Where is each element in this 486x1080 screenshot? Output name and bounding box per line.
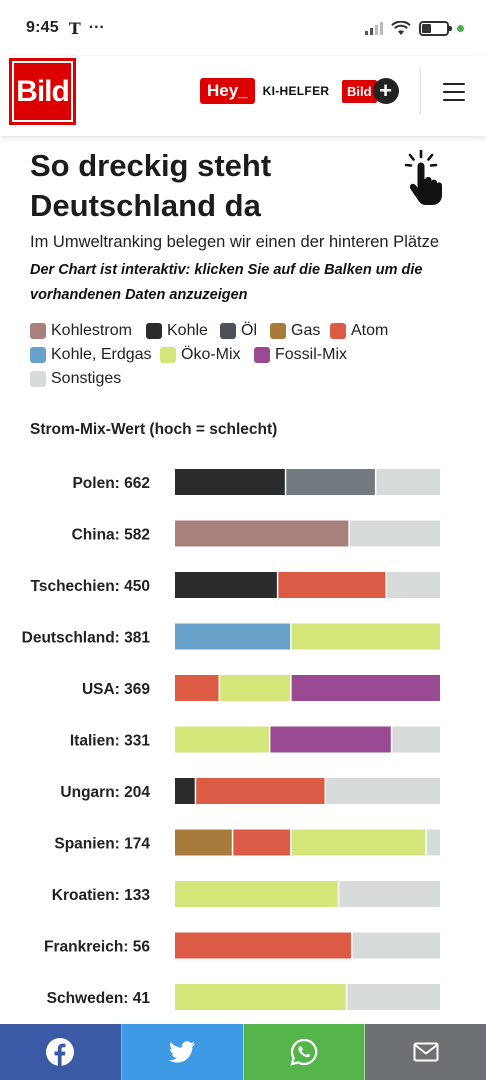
bar-segment[interactable]: [352, 932, 440, 959]
bar-label: USA: 369: [82, 681, 150, 698]
bar-label: Frankreich: 56: [44, 939, 150, 956]
bar-segment[interactable]: [196, 778, 325, 804]
status-right: [365, 20, 464, 36]
bar-segment[interactable]: [349, 520, 440, 547]
bar-segment[interactable]: [291, 675, 440, 701]
bar-segment[interactable]: [175, 778, 195, 804]
bar-segment[interactable]: [175, 984, 346, 1010]
bildplus-logo: Bild: [342, 79, 377, 103]
bar-segment[interactable]: [278, 572, 386, 598]
bar-segment[interactable]: [339, 881, 440, 907]
hamburger-menu-icon[interactable]: [443, 83, 465, 101]
legend-item-fossil-mix[interactable]: Fossil-Mix: [254, 346, 347, 364]
bar-label: Kroatien: 133: [52, 887, 151, 904]
header-divider: [420, 68, 421, 114]
mail-icon: [413, 1042, 439, 1062]
bar-segment[interactable]: [291, 623, 440, 650]
bar-segment[interactable]: [270, 726, 391, 753]
share-facebook-button[interactable]: [0, 1024, 122, 1080]
bildplus-button[interactable]: Bild +: [342, 78, 399, 104]
carrier-icon: T: [68, 18, 81, 38]
legend-swatch: [220, 323, 236, 339]
legend-swatch: [330, 323, 346, 339]
bar-segment[interactable]: [175, 572, 277, 598]
bar-segment[interactable]: [175, 520, 349, 547]
bar-label: Italien: 331: [70, 733, 150, 750]
legend-item-kohle-erdgas[interactable]: Kohle, Erdgas: [30, 346, 152, 364]
bar-segment[interactable]: [392, 726, 440, 753]
plus-icon: +: [372, 78, 399, 104]
legend-swatch: [30, 323, 46, 339]
legend-swatch: [270, 323, 286, 339]
ki-helfer-label: KI-HELFER: [262, 84, 330, 98]
ki-helfer-button[interactable]: Hey_ KI-HELFER: [200, 78, 329, 104]
bar-label: Ungarn: 204: [60, 784, 150, 801]
wifi-icon: [391, 20, 411, 35]
legend-item-oeko-mix[interactable]: Öko-Mix: [160, 346, 241, 364]
bild-logo[interactable]: Bild: [9, 58, 76, 125]
legend-swatch: [30, 371, 46, 387]
bar-segment[interactable]: [326, 778, 440, 804]
twitter-icon: [169, 1041, 196, 1063]
legend-swatch: [254, 347, 270, 363]
bar-segment[interactable]: [175, 881, 338, 907]
legend-item-kohlestrom[interactable]: Kohlestrom: [30, 322, 132, 340]
bar-label: Schweden: 41: [47, 990, 151, 1007]
bar-segment[interactable]: [426, 829, 440, 856]
status-bar: 9:45 T ···: [0, 0, 486, 56]
bar-segment[interactable]: [220, 675, 291, 701]
bar-segment[interactable]: [175, 829, 232, 856]
legend-item-gas[interactable]: Gas: [270, 322, 320, 340]
site-header: Bild Hey_ KI-HELFER Bild +: [0, 56, 486, 136]
bar-label: Polen: 662: [72, 475, 150, 492]
bar-segment[interactable]: [286, 469, 375, 495]
article-subline: Im Umweltranking belegen wir einen der h…: [30, 233, 440, 251]
bar-segment[interactable]: [233, 829, 291, 856]
share-twitter-button[interactable]: [121, 1024, 244, 1080]
chart-instruction: Der Chart ist interaktiv: klicken Sie au…: [30, 262, 423, 303]
more-notifications-icon: ···: [88, 19, 105, 36]
bar-label: Spanien: 174: [54, 836, 150, 853]
bar-segment[interactable]: [175, 726, 269, 753]
stacked-bar-chart: Polen: 662 China: 582 Tschechien: 450 Deuts…: [22, 469, 440, 1010]
hey-logo: Hey_: [200, 78, 255, 104]
share-bar: [0, 1024, 486, 1080]
legend-swatch: [160, 347, 176, 363]
bar-label: Tschechien: 450: [31, 578, 150, 595]
signal-icon: [365, 21, 383, 35]
bar-segment[interactable]: [175, 469, 285, 495]
bar-segment[interactable]: [175, 623, 291, 650]
legend-item-oel[interactable]: Öl: [220, 322, 257, 340]
privacy-indicator-icon: [457, 24, 464, 32]
bar-segment[interactable]: [347, 984, 440, 1010]
bar-label: China: 582: [72, 527, 150, 544]
legend-item-atom[interactable]: Atom: [330, 322, 388, 340]
whatsapp-icon: [290, 1038, 318, 1066]
page-title: So dreckig steht Deutschland da: [30, 148, 272, 223]
battery-icon: [419, 20, 452, 36]
status-time: 9:45: [26, 19, 59, 36]
share-mail-button[interactable]: [365, 1024, 486, 1080]
bar-segment[interactable]: [291, 829, 426, 856]
bar-segment[interactable]: [376, 469, 440, 495]
bar-segment[interactable]: [175, 932, 352, 959]
legend-item-kohle[interactable]: Kohle: [146, 322, 208, 340]
chart-title: Strom-Mix-Wert (hoch = schlecht): [30, 421, 278, 438]
bar-segment[interactable]: [387, 572, 440, 598]
bar-label: Deutschland: 381: [22, 630, 151, 647]
legend-item-sonstiges[interactable]: Sonstiges: [30, 370, 121, 388]
legend-swatch: [146, 323, 162, 339]
tap-hand-icon: [404, 149, 442, 205]
share-whatsapp-button[interactable]: [243, 1024, 366, 1080]
facebook-icon: [46, 1038, 75, 1066]
legend-swatch: [30, 347, 46, 363]
bar-segment[interactable]: [175, 675, 219, 701]
